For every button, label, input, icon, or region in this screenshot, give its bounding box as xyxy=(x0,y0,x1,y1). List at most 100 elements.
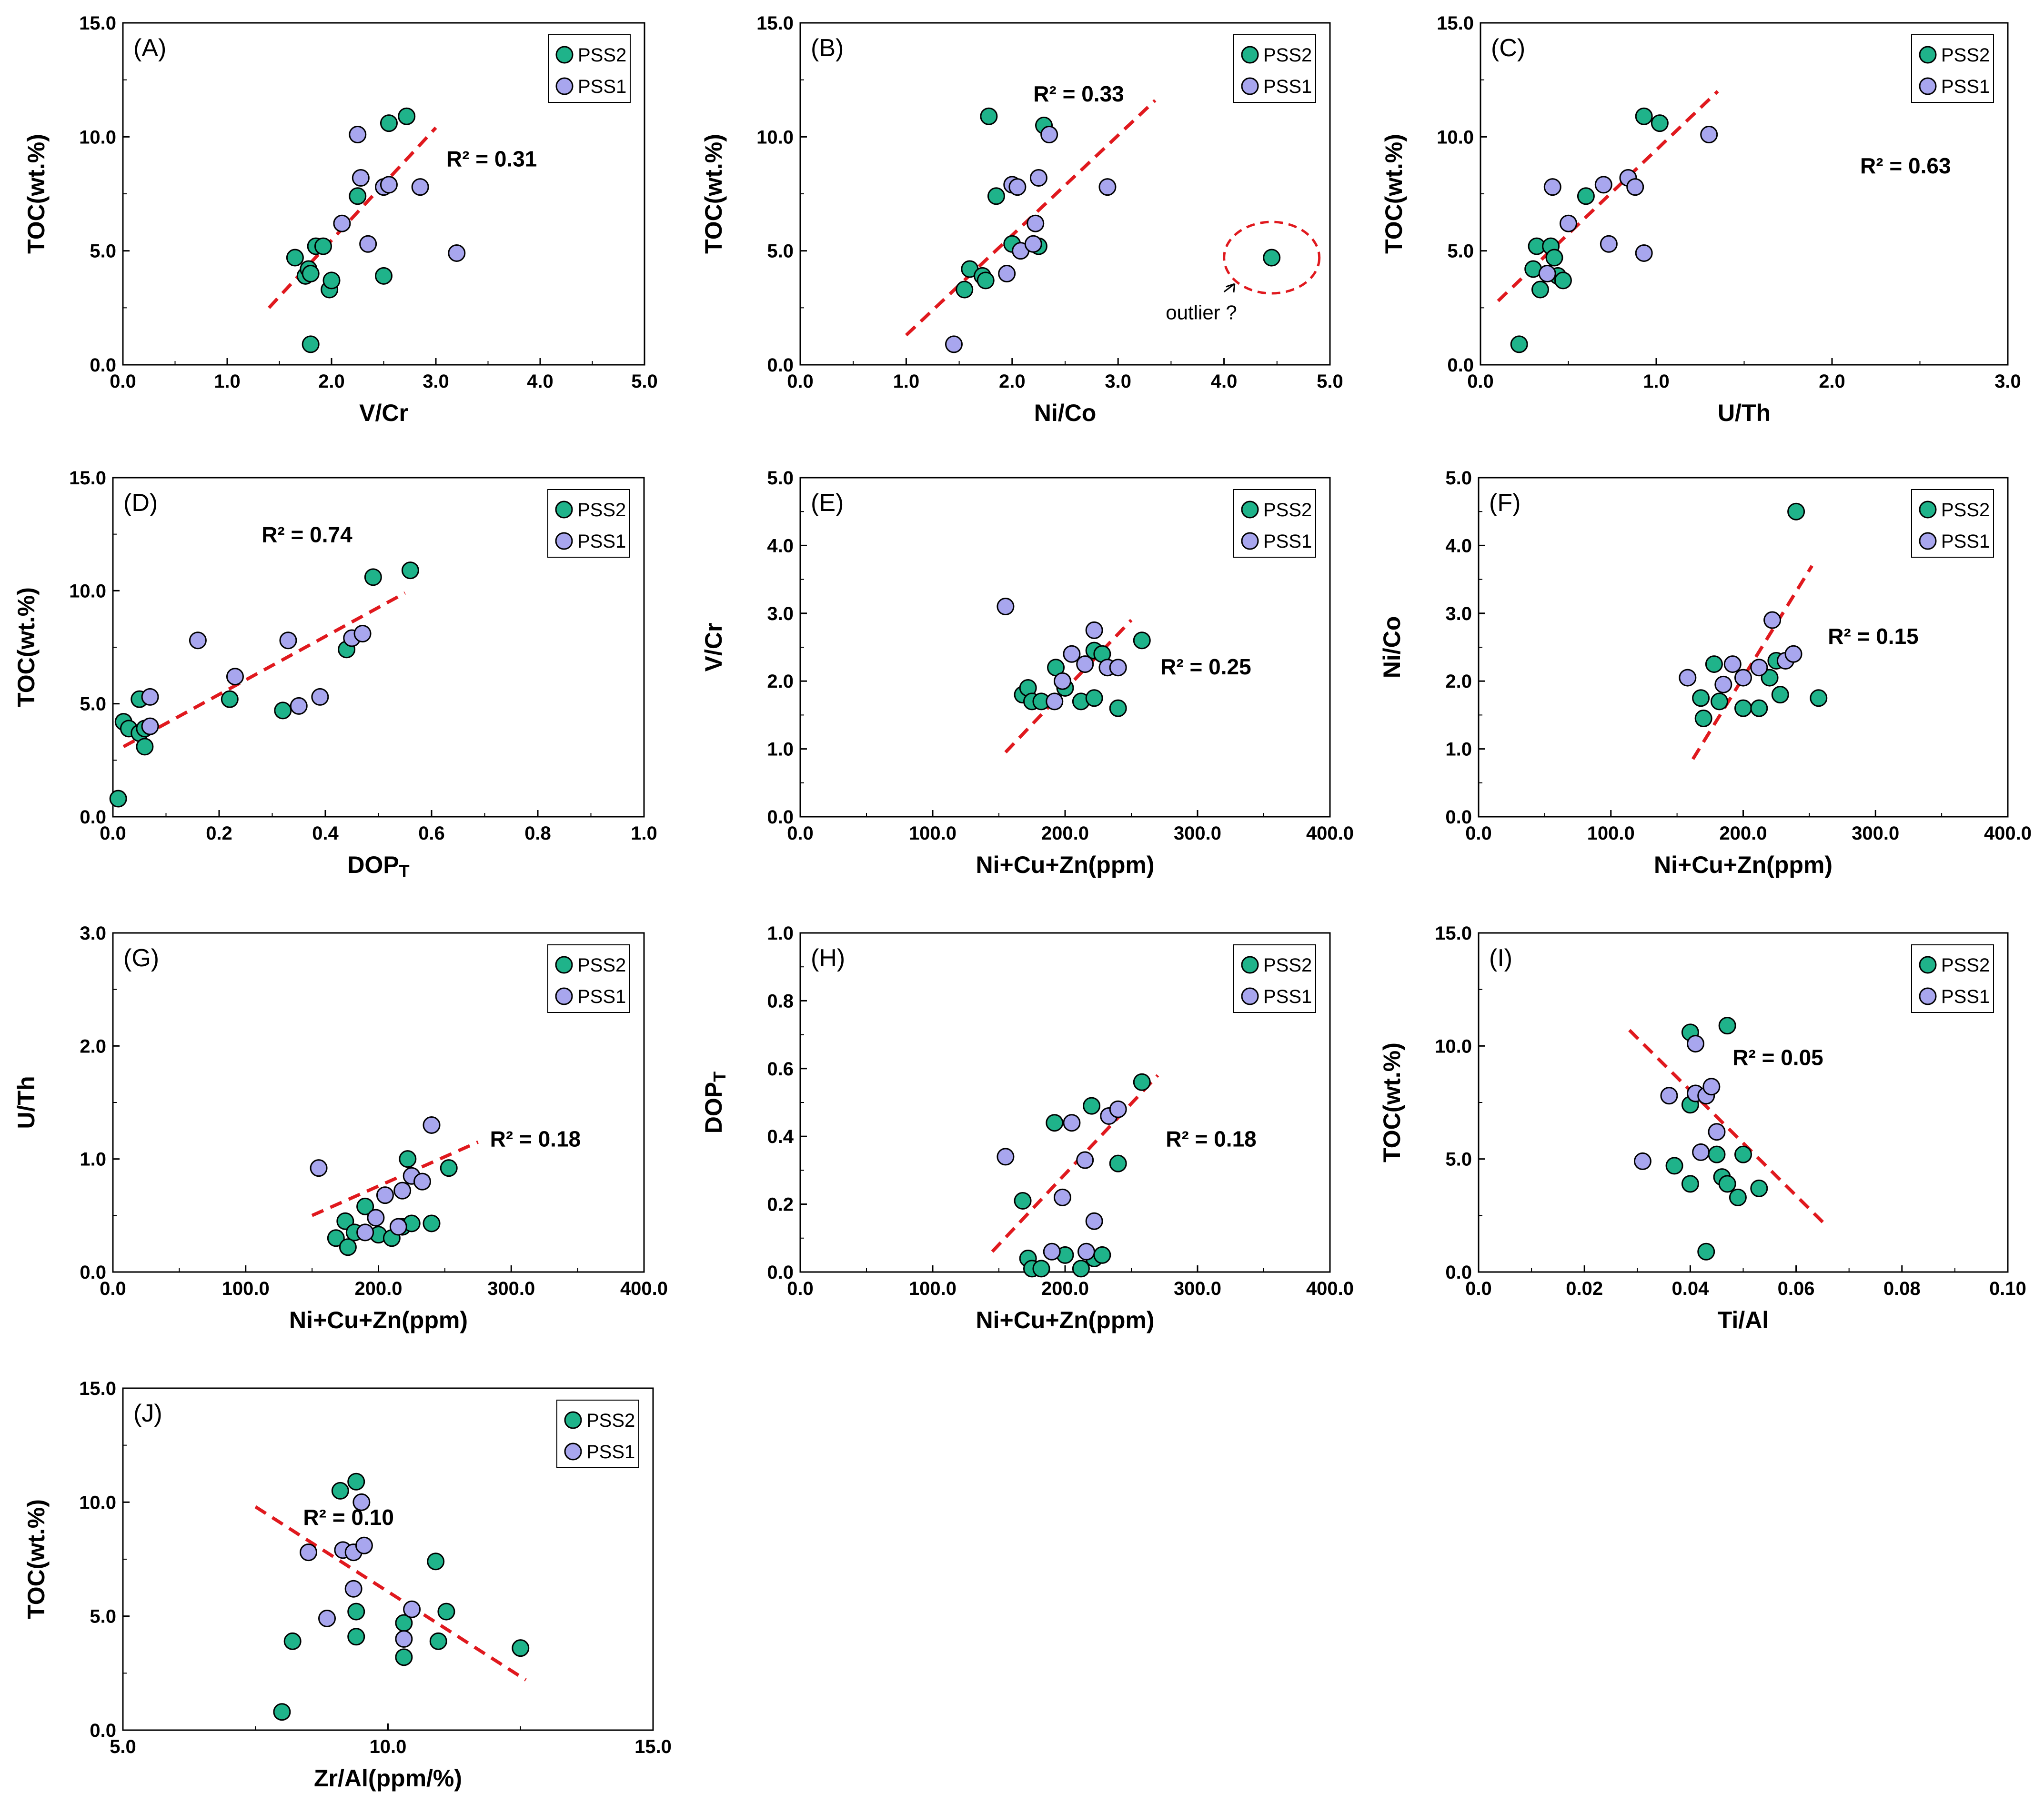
data-point-pss1 xyxy=(318,1609,336,1627)
panel-label: (D) xyxy=(123,489,158,517)
data-point-pss2 xyxy=(336,1212,354,1230)
data-point-pss2 xyxy=(1734,699,1752,717)
data-point-pss2 xyxy=(283,1632,302,1650)
r-squared-label: R² = 0.10 xyxy=(303,1505,394,1530)
data-point-pss1 xyxy=(1024,235,1042,253)
legend-marker-pss1 xyxy=(1241,77,1259,95)
data-point-pss2 xyxy=(1263,249,1281,267)
legend-marker-pss1 xyxy=(1919,987,1937,1005)
y-tick-label: 0.4 xyxy=(767,1126,794,1147)
data-point-pss2 xyxy=(1032,1260,1050,1278)
data-point-pss1 xyxy=(1708,1123,1726,1141)
r-squared-label: R² = 0.74 xyxy=(262,522,352,547)
legend-marker-pss1 xyxy=(555,987,573,1005)
data-point-pss2 xyxy=(356,1197,374,1215)
data-point-pss1 xyxy=(380,176,398,194)
chart-panel-0: 0.0 1.0 2.0 3.0 4.0 5.0 0.0 5.0 10.0 15.0 V/Cr TOC(… xyxy=(23,13,658,426)
data-point-pss2 xyxy=(1510,335,1528,353)
trend-line xyxy=(991,1074,1159,1253)
y-tick-label: 0.0 xyxy=(90,1720,116,1741)
y-tick-label: 5.0 xyxy=(80,694,106,715)
y-axis-label: DOPT xyxy=(700,1072,729,1133)
trend-line xyxy=(122,591,406,748)
legend-label-pss2: PSS2 xyxy=(578,45,626,66)
y-tick-label: 15.0 xyxy=(79,1378,116,1399)
x-axis-label: Ti/Al xyxy=(1718,1307,1769,1333)
legend-label-pss1: PSS1 xyxy=(1263,76,1312,97)
legend-label-pss1: PSS1 xyxy=(577,986,626,1007)
legend-marker-pss2 xyxy=(564,1411,582,1429)
y-axis-label: V/Cr xyxy=(700,623,727,672)
y-axis-label: U/Th xyxy=(13,1076,40,1129)
x-tick-label: 100.0 xyxy=(1587,823,1635,844)
y-axis-label: TOC(wt.%) xyxy=(23,134,50,254)
x-tick-label: 0.02 xyxy=(1566,1278,1603,1299)
data-point-pss2 xyxy=(339,1238,357,1256)
y-tick-label: 10.0 xyxy=(69,581,106,601)
x-axis-label: V/Cr xyxy=(359,400,408,426)
y-axis-label: TOC(wt.%) xyxy=(700,134,727,254)
x-tick-label: 0.0 xyxy=(787,1278,814,1299)
legend-label-pss2: PSS2 xyxy=(586,1410,635,1431)
data-point-pss2 xyxy=(322,271,341,290)
x-axis-label: Zr/Al(ppm/%) xyxy=(314,1765,462,1792)
data-point-pss1 xyxy=(1763,611,1782,629)
data-point-pss1 xyxy=(411,178,429,196)
data-point-pss1 xyxy=(1053,1188,1071,1206)
trend-line xyxy=(268,126,437,309)
data-point-pss2 xyxy=(1072,1260,1090,1278)
data-point-pss1 xyxy=(290,697,308,715)
y-axis-label: TOC(wt.%) xyxy=(1380,134,1407,254)
panel-label: (H) xyxy=(811,944,845,972)
x-tick-label: 0.4 xyxy=(312,823,339,844)
data-point-pss1 xyxy=(352,169,370,187)
data-point-pss1 xyxy=(1543,178,1561,196)
data-point-pss1 xyxy=(1714,675,1732,693)
outlier-arrowhead xyxy=(1226,283,1236,293)
data-point-pss2 xyxy=(302,265,320,283)
data-point-pss2 xyxy=(1718,1017,1736,1035)
y-tick-label: 2.0 xyxy=(80,1036,106,1057)
data-point-pss1 xyxy=(1040,126,1058,144)
y-tick-label: 10.0 xyxy=(1435,1036,1472,1057)
data-point-pss2 xyxy=(423,1214,441,1232)
x-tick-label: 3.0 xyxy=(423,371,449,392)
x-tick-label: 300.0 xyxy=(1174,823,1221,844)
legend-marker-pss2 xyxy=(1241,46,1259,64)
y-tick-label: 5.0 xyxy=(1445,468,1472,489)
panel-label: (A) xyxy=(133,34,166,62)
x-tick-label: 15.0 xyxy=(634,1736,672,1757)
data-point-pss1 xyxy=(344,1580,362,1598)
data-point-pss1 xyxy=(1594,176,1612,194)
data-point-pss2 xyxy=(1545,249,1563,267)
data-point-pss1 xyxy=(1660,1087,1678,1105)
data-point-pss2 xyxy=(956,280,974,299)
data-point-pss1 xyxy=(1626,178,1644,196)
legend-label-pss1: PSS1 xyxy=(1263,531,1312,552)
data-point-pss2 xyxy=(1711,692,1729,711)
legend-marker-pss1 xyxy=(1241,532,1259,550)
data-point-pss2 xyxy=(109,790,127,808)
data-point-pss2 xyxy=(1635,107,1653,125)
data-point-pss2 xyxy=(1729,1188,1747,1206)
x-tick-label: 0.0 xyxy=(100,1278,126,1299)
y-tick-label: 0.0 xyxy=(1445,807,1472,828)
chart-panel-8: 0.0 0.02 0.04 0.06 0.08 0.10 0.0 5.0 10.0 15.0 Ti/… xyxy=(1379,923,2026,1333)
x-tick-label: 300.0 xyxy=(1852,823,1899,844)
data-point-pss2 xyxy=(221,690,239,708)
x-tick-label: 5.0 xyxy=(110,1736,136,1757)
data-point-pss1 xyxy=(1077,1242,1095,1261)
legend xyxy=(1233,944,1316,1013)
chart-panel-4: 0.0 100.0 200.0 300.0 400.0 0.0 1.0 2.0 3.0 4.0 5.… xyxy=(700,468,1354,878)
data-point-pss2 xyxy=(398,107,416,125)
data-point-pss2 xyxy=(429,1632,447,1650)
data-point-pss1 xyxy=(1109,1100,1127,1118)
data-point-pss1 xyxy=(349,126,367,144)
chart-panel-7: 0.0 100.0 200.0 300.0 400.0 0.0 0.2 0.4 0.6 0.8 1.… xyxy=(700,923,1354,1333)
data-point-pss2 xyxy=(1014,1192,1032,1210)
x-axis-label: Ni+Cu+Zn(ppm) xyxy=(1654,851,1833,878)
data-point-pss2 xyxy=(1750,699,1768,717)
data-point-pss1 xyxy=(1692,1143,1710,1161)
data-point-pss2 xyxy=(1577,187,1595,205)
data-point-pss1 xyxy=(1600,235,1618,253)
